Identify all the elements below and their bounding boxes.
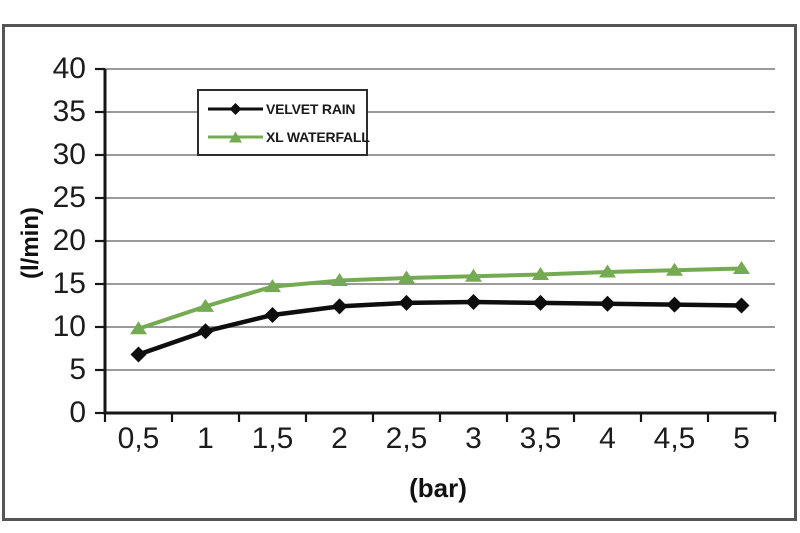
data-point-xl-waterfall (532, 267, 549, 281)
data-point-velvet-rain (264, 306, 281, 323)
legend-label-xl-waterfall: XL WATERFALL (266, 128, 370, 145)
chart-frame (2, 24, 797, 521)
data-point-velvet-rain (599, 295, 616, 312)
data-point-xl-waterfall (331, 273, 348, 287)
data-point-xl-waterfall (666, 262, 683, 276)
series-line-xl-waterfall (137, 266, 742, 331)
data-point-xl-waterfall (197, 298, 214, 312)
data-point-velvet-rain (666, 296, 683, 313)
series-line-velvet-rain (137, 299, 742, 357)
data-point-xl-waterfall (733, 261, 750, 275)
xl-waterfall-line-triangle-icon (208, 131, 263, 142)
legend-item-velvet-rain: VELVET RAIN (208, 95, 366, 122)
data-point-velvet-rain (197, 323, 214, 340)
data-point-velvet-rain (398, 294, 415, 311)
data-point-xl-waterfall (599, 264, 616, 278)
legend: VELVET RAIN XL WATERFALL (197, 89, 370, 156)
legend-label-velvet-rain: VELVET RAIN (266, 100, 356, 117)
data-point-velvet-rain (331, 298, 348, 315)
legend-item-xl-waterfall: XL WATERFALL (208, 123, 370, 150)
velvet-rain-line-diamond-icon (208, 102, 263, 115)
data-point-xl-waterfall (465, 268, 482, 282)
data-point-velvet-rain (733, 297, 750, 314)
data-point-velvet-rain (130, 346, 147, 363)
data-point-xl-waterfall (398, 270, 415, 284)
data-point-velvet-rain (532, 294, 549, 311)
data-point-velvet-rain (465, 294, 482, 311)
data-point-xl-waterfall (130, 321, 147, 335)
data-point-xl-waterfall (264, 279, 281, 293)
